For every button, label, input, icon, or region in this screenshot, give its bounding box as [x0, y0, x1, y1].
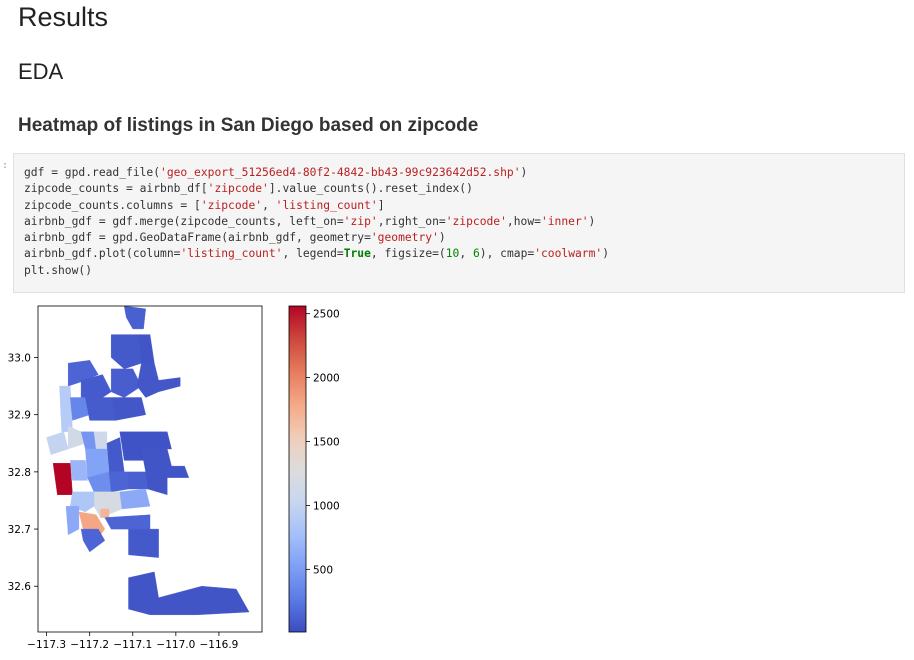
zipcode-region	[100, 508, 110, 518]
code-token: True	[343, 247, 371, 261]
zipcode-region	[128, 571, 250, 615]
code-token: 'geometry'	[370, 231, 439, 245]
code-token: , figsize=(	[370, 247, 446, 261]
colorbar-tick-label: 500	[313, 564, 333, 576]
colorbar-ticks: 500 1000 1500 2000 2500	[306, 309, 340, 576]
code-line: plt.show()	[24, 263, 894, 279]
code-cell[interactable]: gdf = gpd.read_file('geo_export_51256ed4…	[13, 153, 905, 293]
colorbar-tick-label: 2500	[313, 309, 340, 321]
eda-heading: EDA	[18, 59, 64, 84]
code-token: )	[438, 231, 446, 245]
y-tick-label: 32.8	[8, 467, 31, 479]
code-line: gdf = gpd.read_file('geo_export_51256ed4…	[24, 165, 894, 181]
zipcode-region	[52, 463, 73, 495]
zipcode-region	[93, 431, 108, 450]
y-tick-label: 32.7	[8, 524, 31, 536]
code-token: 6	[472, 247, 480, 261]
axes-frame	[37, 305, 263, 633]
code-token: 'zipcode'	[200, 198, 263, 212]
x-tick-label: −117.0	[156, 639, 195, 651]
x-tick-label: −117.2	[70, 639, 109, 651]
zipcode-region	[136, 363, 181, 398]
y-axis-ticks: 33.0 32.9 32.8 32.7 32.6	[8, 352, 38, 593]
zipcode-region	[80, 528, 106, 553]
x-tick-label: −117.1	[113, 639, 152, 651]
cell-prompt-marker: :	[2, 160, 9, 171]
code-token: ].value_counts().reset_index()	[268, 182, 473, 196]
code-token: ,right_on=	[377, 214, 446, 228]
code-line: zipcode_counts.columns = ['zipcode', 'li…	[24, 198, 894, 214]
heatmap-section-heading: Heatmap of listings in San Diego based o…	[18, 115, 479, 136]
cell-output: −117.3 −117.2 −117.1 −117.0 −116.9 33.0 32.9 3…	[0, 300, 400, 660]
code-token: ,	[262, 198, 276, 212]
results-heading: Results	[18, 2, 109, 32]
x-tick-label: −116.9	[199, 639, 238, 651]
zipcode-region	[104, 514, 151, 530]
map-regions	[46, 305, 250, 615]
code-line: airbnb_gdf = gpd.GeoDataFrame(airbnb_gdf…	[24, 230, 894, 246]
zipcode-region	[59, 385, 73, 433]
x-tick-label: −117.3	[27, 639, 66, 651]
zipcode-region	[128, 471, 149, 490]
zipcode-region	[128, 528, 159, 558]
code-token: )	[588, 214, 596, 228]
code-line: zipcode_counts = airbnb_df['zipcode'].va…	[24, 181, 894, 197]
code-token: 'zipcode'	[445, 214, 507, 228]
zipcode-region	[65, 505, 80, 536]
y-tick-label: 33.0	[8, 352, 31, 364]
code-token: )	[520, 166, 528, 179]
zipcode-region	[46, 431, 69, 455]
zipcode-region	[110, 334, 142, 370]
zipcode-region	[80, 431, 97, 450]
code-token: zipcode_counts = airbnb_df[	[24, 182, 208, 196]
zipcode-region	[108, 471, 129, 493]
code-token: zipcode_counts.columns = [	[24, 198, 201, 212]
code-token: airbnb_gdf = gdf.merge(zipcode_counts, l…	[24, 214, 344, 228]
y-tick-label: 32.6	[8, 581, 32, 593]
zipcode-region	[145, 471, 168, 495]
code-token: 'coolwarm'	[534, 247, 603, 261]
zipcode-region	[85, 397, 116, 421]
code-token: airbnb_gdf = gpd.GeoDataFrame(airbnb_gdf…	[24, 231, 371, 245]
colorbar-tick-label: 2000	[313, 373, 340, 385]
code-token: ,	[459, 247, 473, 261]
colorbar	[288, 305, 307, 633]
code-token: plt.show()	[24, 263, 93, 277]
code-token: 'listing_count'	[180, 247, 283, 261]
code-token: 'zipcode'	[207, 182, 269, 196]
code-token: , legend=	[282, 247, 344, 261]
zipcode-region	[123, 305, 146, 330]
colorbar-tick-label: 1500	[313, 437, 340, 449]
zipcode-region	[70, 460, 88, 481]
code-line: airbnb_gdf = gdf.merge(zipcode_counts, l…	[24, 214, 894, 230]
code-token: 10	[445, 247, 460, 261]
x-axis-ticks: −117.3 −117.2 −117.1 −117.0 −116.9	[27, 632, 238, 651]
choropleth-figure: −117.3 −117.2 −117.1 −117.0 −116.9 33.032.93…	[8, 305, 340, 651]
code-token: 'listing_count'	[275, 198, 378, 212]
zipcode-region	[119, 488, 151, 510]
zipcode-region	[110, 397, 146, 421]
colorbar-tick-label: 1000	[313, 500, 340, 512]
code-token: ,how=	[506, 214, 541, 228]
y-tick-label: 32.9	[8, 410, 31, 422]
zipcode-region	[110, 368, 142, 398]
code-token: 'inner'	[540, 214, 589, 228]
code-token: ]	[377, 198, 385, 212]
code-token: 'zip'	[343, 214, 378, 228]
code-token: 'geo_export_51256ed4-80f2-4842-bb43-99c9…	[160, 166, 521, 179]
code-token: airbnb_gdf.plot(column=	[24, 247, 181, 261]
code-line: airbnb_gdf.plot(column='listing_count', …	[24, 246, 894, 262]
code-token: gdf = gpd.read_file(	[24, 166, 161, 179]
code-token: ), cmap=	[479, 247, 535, 261]
code-token: )	[602, 247, 610, 261]
